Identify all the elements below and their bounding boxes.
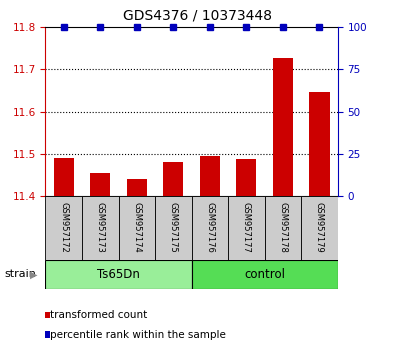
- Bar: [163, 162, 183, 196]
- Bar: [309, 92, 329, 196]
- Text: GSM957172: GSM957172: [59, 201, 68, 252]
- Bar: [200, 156, 220, 196]
- Bar: [90, 173, 110, 196]
- Bar: [82, 196, 118, 260]
- Bar: [192, 260, 338, 289]
- Text: GSM957173: GSM957173: [96, 201, 105, 252]
- Text: strain: strain: [4, 269, 36, 279]
- Bar: [155, 196, 192, 260]
- Bar: [127, 179, 147, 196]
- Text: transformed count: transformed count: [51, 310, 148, 320]
- Text: GSM957175: GSM957175: [169, 201, 178, 252]
- Text: GSM957177: GSM957177: [242, 201, 251, 252]
- Text: GSM957176: GSM957176: [205, 201, 214, 252]
- Text: control: control: [244, 268, 285, 281]
- Bar: [301, 196, 338, 260]
- Bar: [45, 260, 192, 289]
- Text: ▶: ▶: [30, 269, 37, 279]
- Text: GDS4376 / 10373448: GDS4376 / 10373448: [123, 9, 272, 23]
- Text: GSM957179: GSM957179: [315, 201, 324, 252]
- Bar: [265, 196, 301, 260]
- Bar: [273, 58, 293, 196]
- Bar: [45, 196, 82, 260]
- Text: percentile rank within the sample: percentile rank within the sample: [51, 330, 226, 339]
- Bar: [118, 196, 155, 260]
- Text: GSM957174: GSM957174: [132, 201, 141, 252]
- Bar: [236, 159, 256, 196]
- Bar: [192, 196, 228, 260]
- Bar: [228, 196, 265, 260]
- Bar: [54, 158, 74, 196]
- Text: GSM957178: GSM957178: [278, 201, 288, 252]
- Text: Ts65Dn: Ts65Dn: [97, 268, 140, 281]
